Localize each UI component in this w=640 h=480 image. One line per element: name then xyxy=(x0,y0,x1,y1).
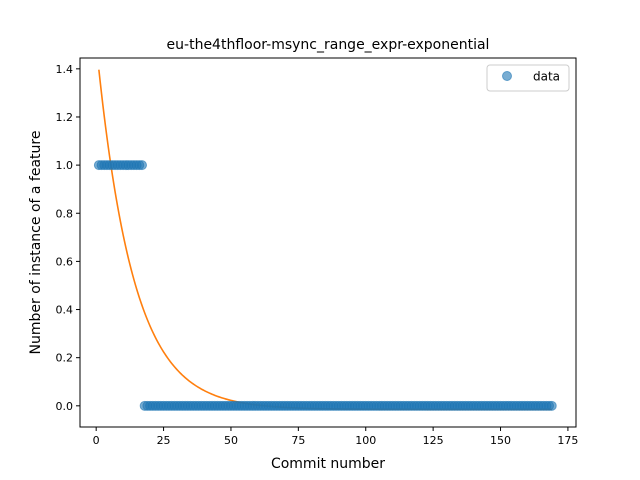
x-tick-label: 125 xyxy=(423,434,444,447)
x-tick-label: 150 xyxy=(490,434,511,447)
legend: data xyxy=(486,64,570,92)
legend-marker-data xyxy=(502,71,512,81)
plot-area xyxy=(80,58,576,427)
x-tick-label: 75 xyxy=(291,434,305,447)
y-tick-label: 1.2 xyxy=(56,111,74,124)
legend-label-data: data xyxy=(533,70,560,84)
y-tick-label: 0.2 xyxy=(56,352,74,365)
data-point xyxy=(546,400,557,411)
points-layer xyxy=(93,160,557,411)
y-tick-label: 1.4 xyxy=(56,63,74,76)
x-tick-label: 25 xyxy=(157,434,171,447)
x-axis-label: Commit number xyxy=(271,456,385,472)
plot-frame xyxy=(79,57,577,428)
y-tick-label: 0.6 xyxy=(56,255,74,268)
x-axis: 0 25 50 75 100 125 150 175 xyxy=(93,427,578,447)
x-tick-label: 100 xyxy=(355,434,376,447)
x-tick-label: 0 xyxy=(93,434,100,447)
y-tick-label: 0.4 xyxy=(56,304,74,317)
y-axis-label: Number of instance of a feature xyxy=(28,131,44,355)
chart-title: eu-the4thfloor-msync_range_expr-exponent… xyxy=(167,37,490,53)
y-axis: 0.0 0.2 0.4 0.6 0.8 1.0 1.2 1.4 xyxy=(56,63,80,413)
y-tick-label: 0.0 xyxy=(56,400,74,413)
y-tick-label: 1.0 xyxy=(56,159,74,172)
y-tick-label: 0.8 xyxy=(56,207,74,220)
x-tick-label: 175 xyxy=(557,434,578,447)
data-point xyxy=(137,160,147,171)
x-tick-label: 50 xyxy=(224,434,238,447)
